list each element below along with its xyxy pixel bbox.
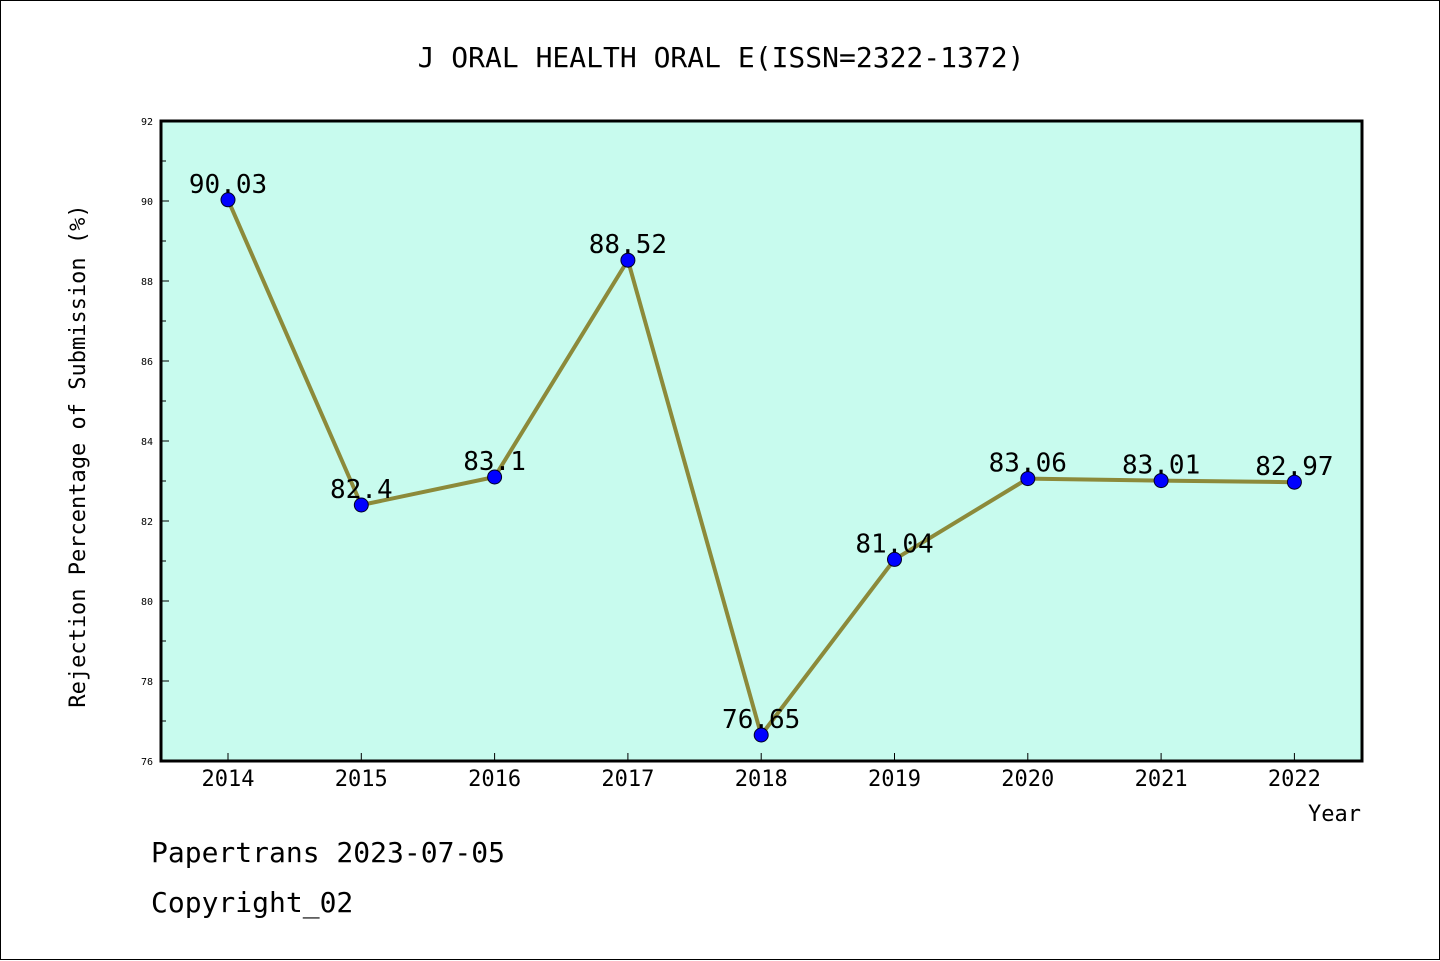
data-point [753, 727, 769, 743]
y-tick-label: 82 [141, 517, 153, 528]
y-tick-label: 80 [141, 597, 153, 608]
y-tick-label: 86 [141, 357, 153, 368]
data-point [487, 469, 503, 485]
data-label: 88.52 [589, 230, 667, 260]
data-point [1153, 473, 1169, 489]
data-point [1020, 471, 1036, 487]
y-tick-label: 84 [141, 437, 153, 448]
data-point [1286, 474, 1302, 490]
data-label: 82.97 [1255, 452, 1333, 482]
y-axis-label: Rejection Percentage of Submission (%) [66, 204, 91, 707]
x-tick-label: 2021 [1135, 767, 1188, 792]
chart-title: J ORAL HEALTH ORAL E(ISSN=2322-1372) [418, 41, 1025, 74]
data-label: 83.01 [1122, 451, 1200, 481]
x-tick-label: 2017 [601, 767, 654, 792]
x-tick-label: 2016 [468, 767, 521, 792]
y-tick-label: 92 [141, 117, 153, 128]
data-label: 81.04 [855, 529, 933, 559]
x-tick-label: 2022 [1268, 767, 1321, 792]
x-tick-label: 2019 [868, 767, 921, 792]
data-label: 82.4 [330, 475, 393, 505]
y-tick-label: 90 [141, 197, 153, 208]
x-tick-label: 2015 [335, 767, 388, 792]
x-tick-label: 2014 [202, 767, 255, 792]
footer-copyright: Copyright_02 [151, 886, 354, 919]
y-tick-label: 76 [141, 757, 153, 768]
y-tick-label: 78 [141, 677, 153, 688]
footer-source: Papertrans 2023-07-05 [151, 836, 506, 869]
data-point [220, 192, 236, 208]
x-axis-label: Year [1308, 802, 1361, 827]
x-tick-label: 2020 [1001, 767, 1054, 792]
data-label: 90.03 [189, 170, 267, 200]
data-point [353, 497, 369, 513]
data-point [887, 551, 902, 567]
y-tick-label: 88 [141, 277, 153, 288]
data-label: 83.1 [463, 447, 526, 477]
x-tick-label: 2018 [735, 767, 788, 792]
plot-border [159, 119, 1364, 763]
data-point [620, 252, 636, 268]
data-label: 76.65 [722, 705, 800, 735]
data-label: 83.06 [989, 449, 1067, 479]
plot-area [161, 121, 1362, 761]
